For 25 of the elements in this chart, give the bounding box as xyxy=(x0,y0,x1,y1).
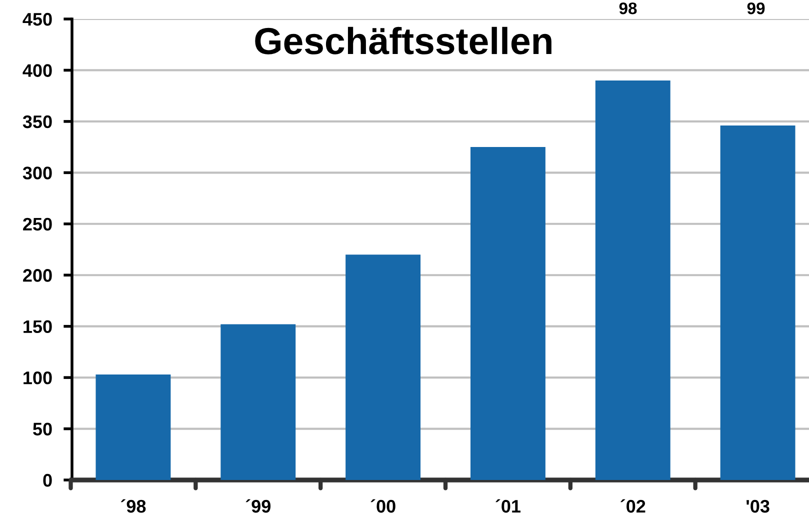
y-tick-label: 100 xyxy=(24,371,52,384)
y-tick-label: 200 xyxy=(23,269,52,282)
y-tick-label: 350 xyxy=(22,115,52,128)
bar xyxy=(595,80,670,480)
x-tick-label: '03 xyxy=(746,500,770,513)
bar xyxy=(470,147,546,480)
x-tick-label: ´01 xyxy=(496,499,520,513)
bar xyxy=(220,324,296,480)
y-tick-label: 50 xyxy=(33,422,52,436)
y-tick-label: 400 xyxy=(22,64,52,77)
y-tick-label: 300 xyxy=(22,166,52,180)
y-tick-label: 250 xyxy=(23,218,52,231)
bar xyxy=(96,374,171,480)
x-tick-label: ´00 xyxy=(370,499,396,513)
text: 99 xyxy=(747,2,765,14)
bar xyxy=(720,126,796,480)
y-tick-label: 450 xyxy=(22,12,52,26)
x-tick-label: ´02 xyxy=(620,499,646,513)
x-tick-label: ´98 xyxy=(120,499,146,513)
text: 98 xyxy=(619,2,637,14)
chart-title: Geschäftsstellen xyxy=(255,26,552,54)
bar xyxy=(346,254,421,480)
x-tick-label: ´99 xyxy=(246,499,271,513)
y-tick-label: 150 xyxy=(24,320,52,334)
y-tick-label: 0 xyxy=(43,474,52,487)
